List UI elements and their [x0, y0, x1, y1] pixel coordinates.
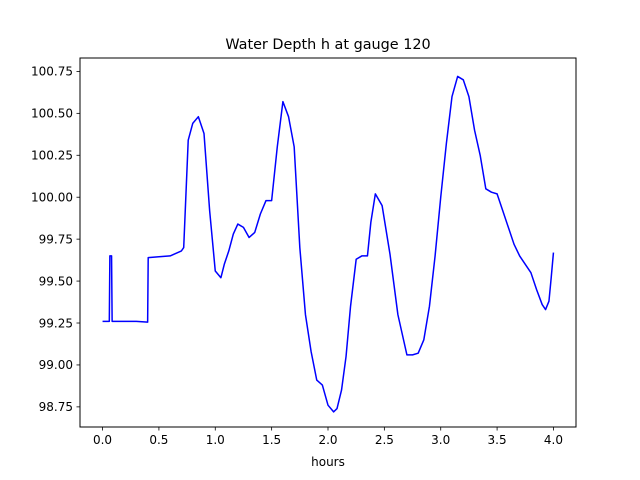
x-tick-label: 2.5: [375, 433, 394, 447]
y-axis: 98.75 99.00 99.25 99.50 99.75 100.00 100.25 100…: [31, 65, 80, 414]
plot-frame: [79, 57, 577, 428]
plot-area: [102, 75, 555, 413]
x-axis: 0.0 0.5 1.0 1.5 2.0 2.5 3.0 3.5 4.0: [93, 427, 563, 447]
x-tick-label: 3.5: [488, 433, 507, 447]
x-tick-label: 1.5: [262, 433, 281, 447]
y-tick-label: 99.75: [39, 232, 73, 246]
y-tick-label: 100.00: [31, 191, 73, 205]
x-tick-label: 3.0: [431, 433, 450, 447]
x-tick-label: 0.5: [149, 433, 168, 447]
y-tick-label: 99.00: [39, 358, 73, 372]
x-tick-label: 1.0: [206, 433, 225, 447]
x-axis-label: hours: [311, 455, 345, 469]
y-tick-label: 99.25: [39, 316, 73, 330]
y-tick-label: 98.75: [39, 400, 73, 414]
x-tick-label: 2.0: [318, 433, 337, 447]
y-tick-label: 100.75: [31, 65, 73, 79]
x-tick-label: 4.0: [544, 433, 563, 447]
y-tick-label: 100.50: [31, 107, 73, 121]
y-tick-label: 100.25: [31, 149, 73, 163]
series-line-0: [102, 75, 555, 413]
x-tick-label: 0.0: [93, 433, 112, 447]
chart-title: Water Depth h at gauge 120: [225, 37, 430, 53]
y-tick-label: 99.50: [39, 274, 73, 288]
